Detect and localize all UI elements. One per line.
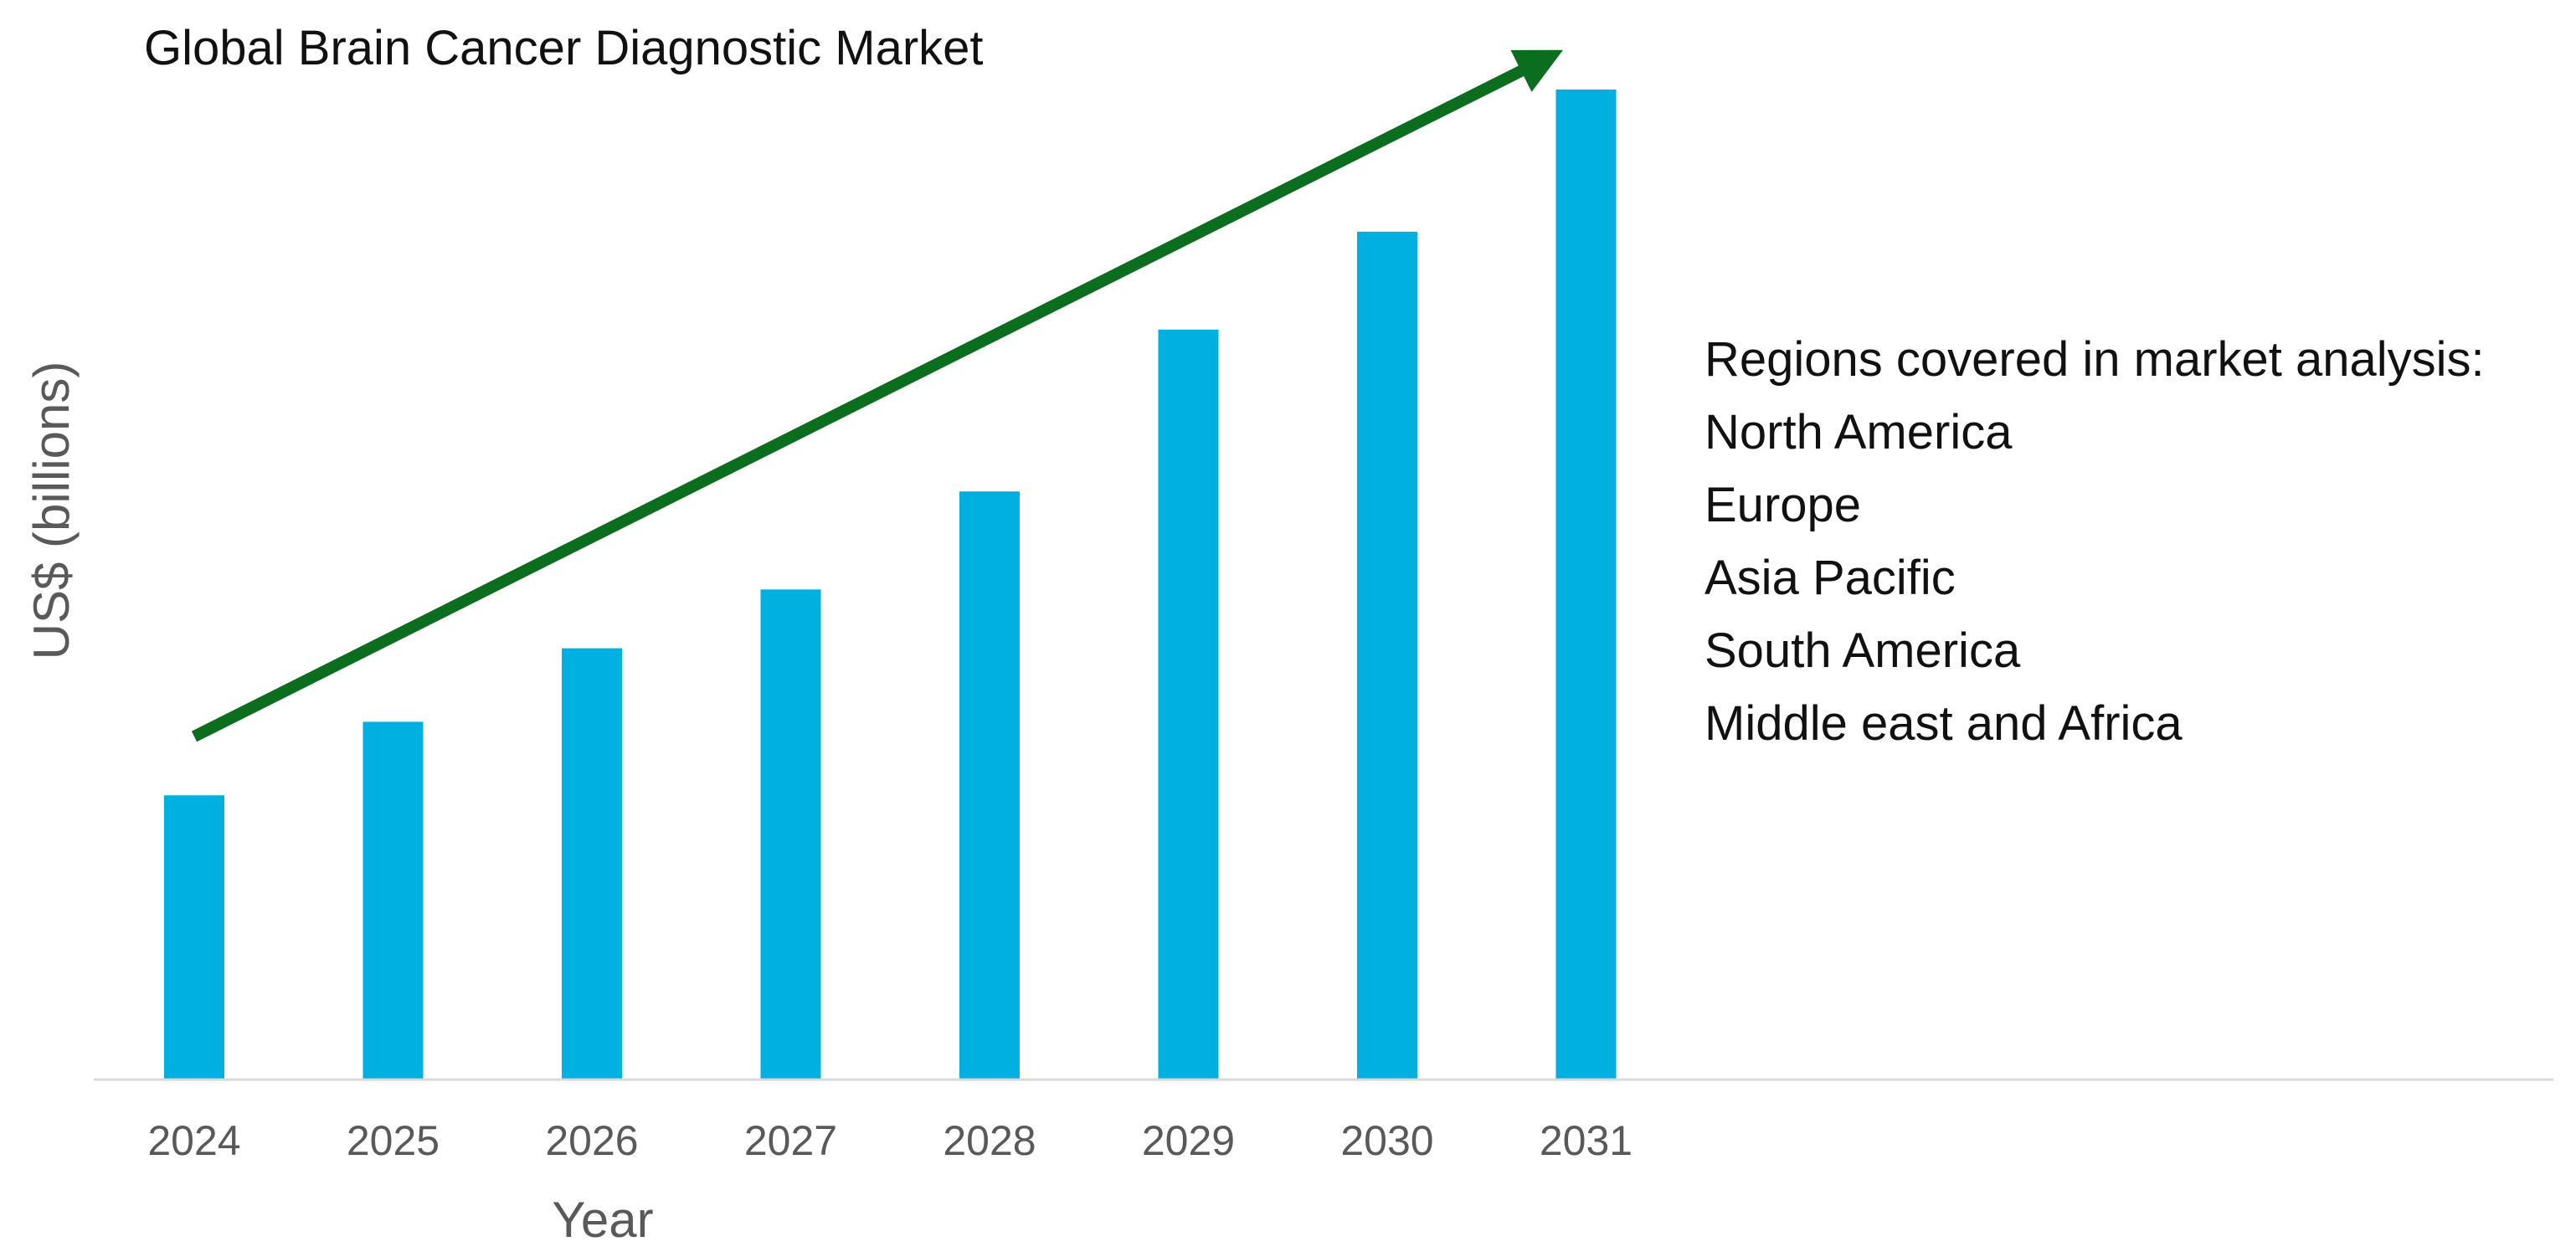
bar-2031 xyxy=(1555,90,1617,1080)
bar-2029 xyxy=(1158,329,1219,1080)
x-tick-label-2031: 2031 xyxy=(1540,1117,1632,1164)
x-tick-label-2025: 2025 xyxy=(347,1117,440,1164)
bar-2028 xyxy=(959,491,1020,1080)
bars-group xyxy=(164,90,1617,1080)
regions-panel: Regions covered in market analysis: Nort… xyxy=(1704,323,2485,760)
x-tick-label-2029: 2029 xyxy=(1142,1117,1235,1164)
bar-2027 xyxy=(760,589,821,1080)
region-item-asia-pacific: Asia Pacific xyxy=(1704,551,1956,605)
bar-2024 xyxy=(164,795,224,1080)
x-tick-labels: 2024 2025 2026 2027 2028 2029 2030 2031 xyxy=(147,1117,1632,1164)
x-tick-label-2024: 2024 xyxy=(147,1117,240,1164)
regions-heading: Regions covered in market analysis: xyxy=(1704,332,2485,387)
region-item-north-america: North America xyxy=(1704,405,2013,459)
x-axis-title: Year xyxy=(552,1192,653,1248)
region-item-middle-east-and-africa: Middle east and Africa xyxy=(1704,696,2183,751)
chart-title: Global Brain Cancer Diagnostic Market xyxy=(144,21,984,75)
y-axis-title: US$ (billions) xyxy=(23,362,80,660)
bar-2025 xyxy=(362,721,424,1080)
x-tick-label-2026: 2026 xyxy=(545,1117,638,1164)
bar-2030 xyxy=(1357,231,1417,1080)
region-item-europe: Europe xyxy=(1704,478,1862,532)
region-item-south-america: South America xyxy=(1704,623,2021,678)
bar-2026 xyxy=(562,648,622,1080)
trend-arrow xyxy=(191,49,1564,742)
x-tick-label-2027: 2027 xyxy=(744,1117,837,1164)
x-tick-label-2028: 2028 xyxy=(943,1117,1036,1164)
x-tick-label-2030: 2030 xyxy=(1340,1117,1433,1164)
